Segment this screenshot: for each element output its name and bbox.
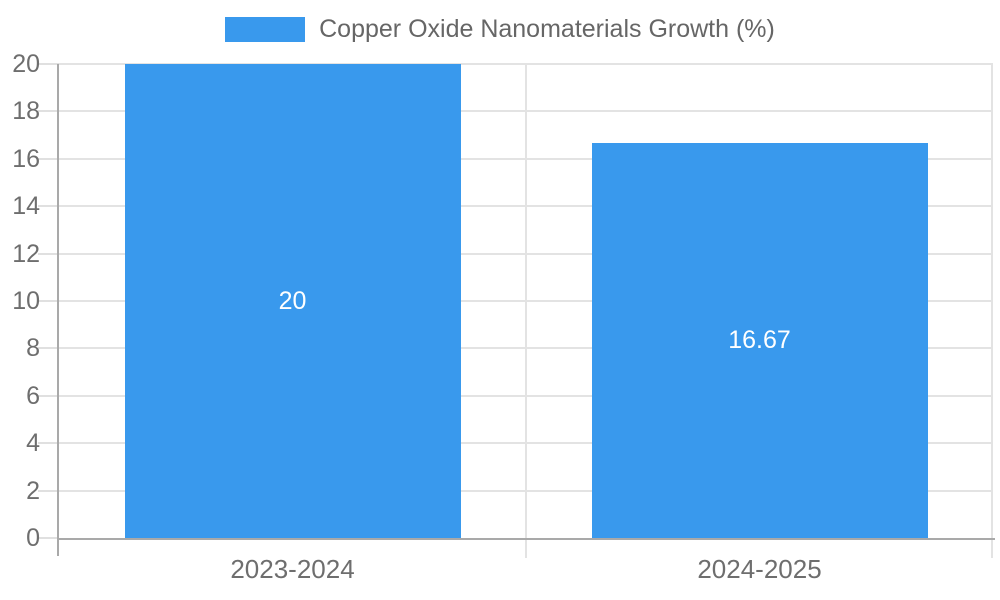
gridline-category-boundary [525,64,527,558]
y-axis-tick-8 [38,347,59,350]
y-axis-tick-label: 18 [12,97,40,126]
y-axis-tick-label: 2 [26,476,40,505]
y-axis-tick-12 [38,252,59,255]
y-axis-tick-16 [38,157,59,160]
y-axis-tick-label: 8 [26,334,40,363]
plot-right-border [991,64,993,558]
y-axis-line [57,64,59,556]
legend-item[interactable]: Copper Oxide Nanomaterials Growth (%) [225,17,775,42]
x-axis-line [57,538,995,540]
y-axis-tick-label: 0 [26,524,40,552]
y-axis-tick-10 [38,300,59,302]
y-axis-tick-label: 14 [12,192,40,221]
chart-legend: Copper Oxide Nanomaterials Growth (%) [0,17,1000,42]
y-axis-tick-4 [38,442,59,445]
y-axis-tick-label: 6 [26,381,40,410]
y-axis-tick-14 [38,205,59,208]
y-axis-tick-6 [38,394,59,397]
bar-value-label: 16.67 [728,326,791,355]
y-axis-tick-label: 16 [12,144,40,173]
y-axis-tick-label: 12 [12,239,40,268]
bar-2024-2025[interactable] [591,142,928,538]
y-axis-tick-label: 20 [12,50,40,78]
x-axis-category-label: 2023-2024 [230,554,355,584]
plot-area: 20 16.67 [38,63,995,558]
legend-swatch [225,17,306,42]
legend-label: Copper Oxide Nanomaterials Growth (%) [319,15,775,43]
bar-2023-2024[interactable] [124,64,461,538]
y-axis-tick-18 [38,110,59,113]
y-axis-tick-label: 4 [26,429,40,458]
y-axis-tick-2 [38,489,59,492]
bar-value-label: 20 [278,287,307,315]
y-axis-tick-20 [38,63,59,65]
y-axis-tick-0 [38,537,59,539]
x-axis-category-label: 2024-2025 [697,554,822,584]
y-axis-tick-label: 10 [12,287,40,315]
